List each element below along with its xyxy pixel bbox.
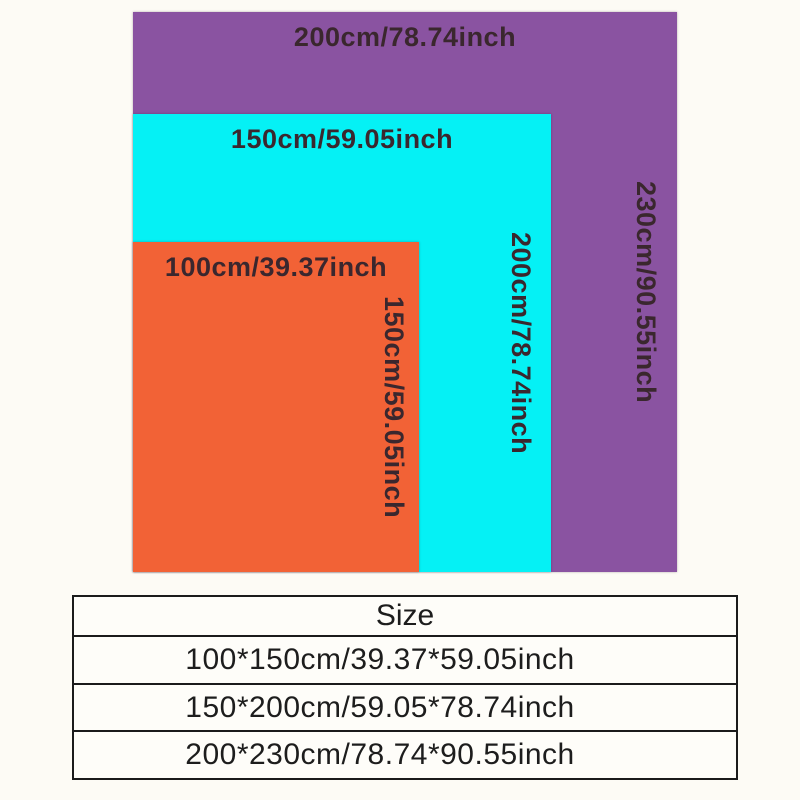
- size-table-title: Size: [375, 599, 435, 632]
- size-table: Size 100*150cm/39.37*59.05inch 150*200cm…: [72, 595, 738, 780]
- size-table-row-3: 200*230cm/78.74*90.55inch: [74, 730, 736, 778]
- width-label-150cm: 150cm/59.05inch: [230, 124, 454, 154]
- width-label-100cm: 100cm/39.37inch: [164, 252, 388, 282]
- height-label-150cm: 150cm/59.05inch: [379, 295, 409, 519]
- size-table-row-2: 150*200cm/59.05*78.74inch: [74, 682, 736, 731]
- height-label-200cm: 200cm/78.74inch: [506, 231, 536, 455]
- height-label-230cm: 230cm/90.55inch: [631, 180, 661, 404]
- size-rect-100x150: 100cm/39.37inch 150cm/59.05inch: [133, 242, 419, 572]
- size-table-row-1: 100*150cm/39.37*59.05inch: [74, 635, 736, 683]
- width-label-200cm: 200cm/78.74inch: [293, 22, 517, 52]
